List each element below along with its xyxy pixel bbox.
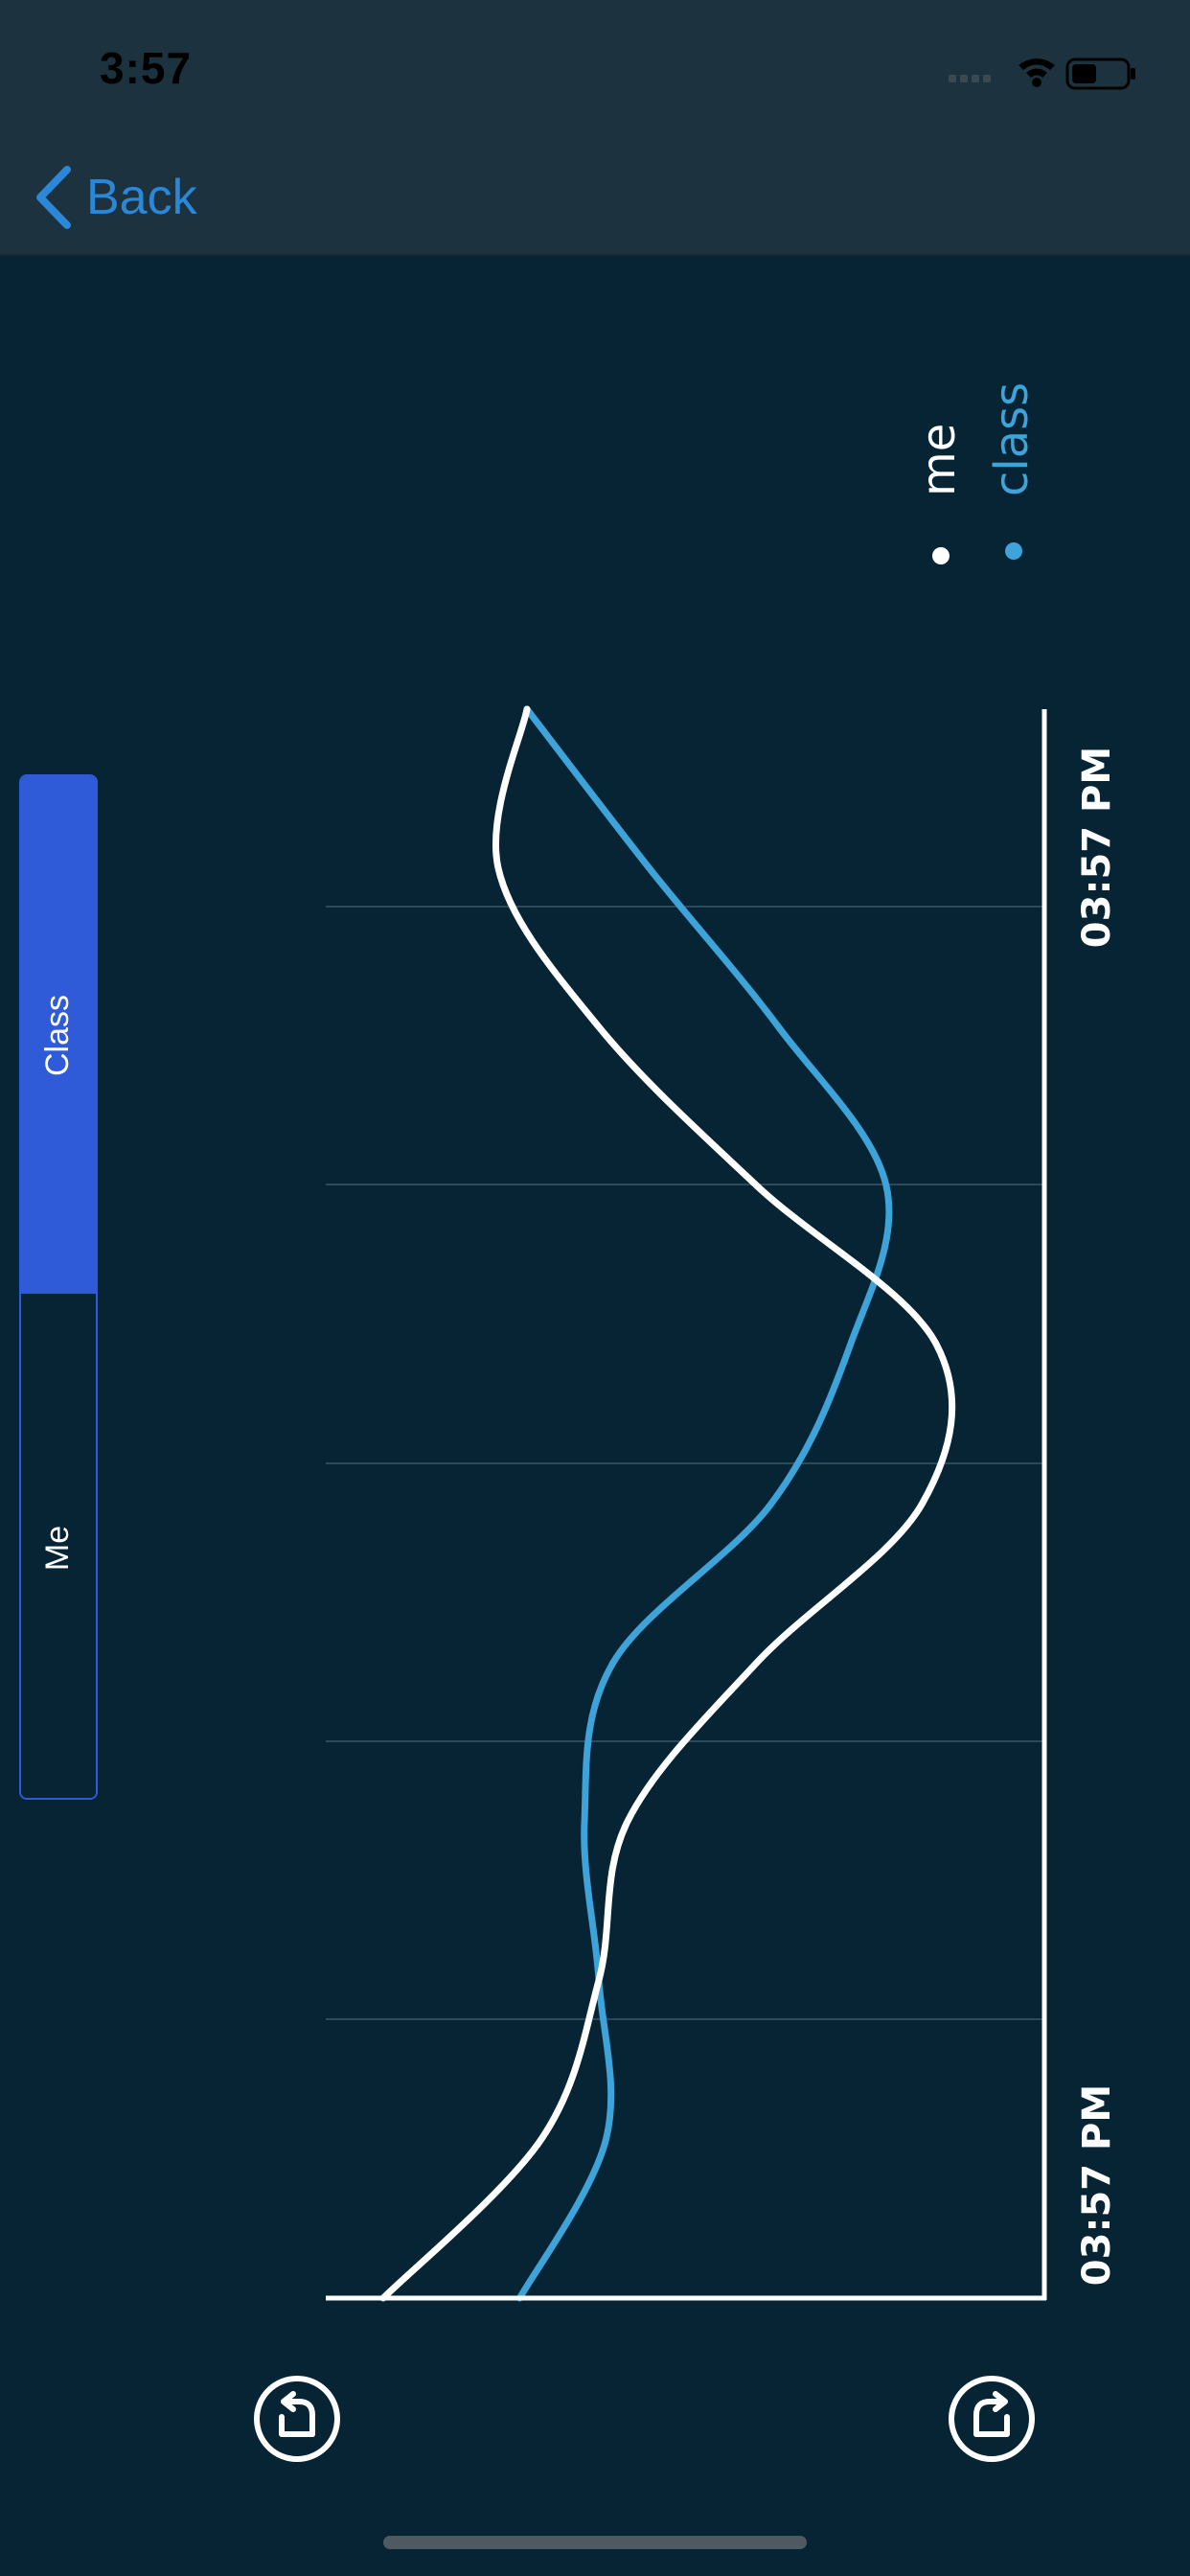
back-label: Back [86,170,197,225]
svg-text:me: me [912,424,966,496]
x-tick-label-start: 03:57 PM [1075,2084,1119,2286]
segment-class[interactable]: Class [21,776,96,1294]
segment-me[interactable]: Me [21,1294,96,1798]
series-line-me [379,705,956,2302]
legend-label-me: me [912,424,966,496]
legend-label-class: class [985,382,1039,496]
back-button[interactable]: Back [34,159,197,236]
status-time: 3:57 [100,43,193,93]
status-indicators [949,54,1140,92]
rotate-left-icon [254,2376,340,2462]
svg-text:03:57 PM: 03:57 PM [1075,2084,1119,2286]
x-tick-label-end: 03:57 PM [1075,747,1119,948]
status-bar: 3:57 [0,0,1190,144]
rotate-left-button[interactable] [253,2375,341,2463]
rotate-right-button[interactable] [948,2375,1036,2463]
chart-series [379,705,956,2302]
navigation-bar: Back [0,144,1190,256]
segmented-control: Class Me [19,774,98,1800]
battery-icon [1065,58,1135,90]
svg-text:03:57 PM: 03:57 PM [1075,747,1119,948]
wifi-icon [1018,58,1055,87]
chevron-left-icon [36,166,71,229]
legend-marker-class [1005,542,1022,560]
signal-icon [949,75,991,82]
svg-text:class: class [985,382,1039,496]
legend-marker-me [932,547,950,564]
chart-gridlines [326,906,1044,2020]
rotate-right-icon [949,2376,1035,2462]
series-line-class [516,705,893,2302]
home-indicator [383,2536,807,2549]
legend: me class [912,382,1039,564]
